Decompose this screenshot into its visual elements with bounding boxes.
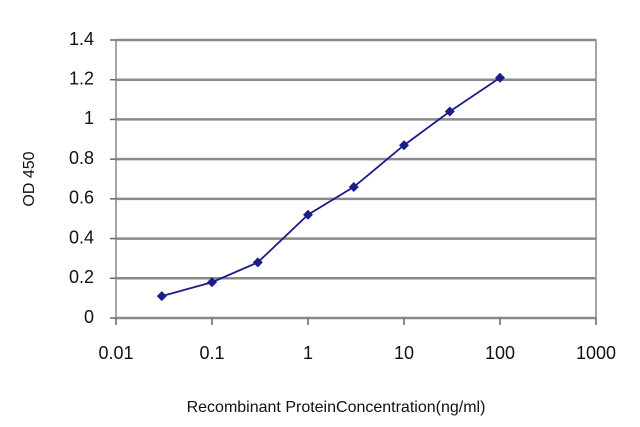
x-tick-label: 1000 (576, 343, 616, 363)
x-tick-label: 0.1 (199, 343, 224, 363)
y-tick-label: 0.8 (69, 148, 94, 168)
data-point (399, 140, 409, 151)
x-axis-title: Recombinant ProteinConcentration(ng/ml) (187, 399, 486, 416)
data-point (348, 181, 359, 192)
y-tick-label: 1 (84, 108, 94, 128)
data-point (156, 291, 167, 302)
data-point (495, 72, 505, 83)
data-point (303, 209, 313, 220)
x-tick-label: 1 (303, 343, 313, 363)
data-line (161, 76, 501, 298)
data-point (444, 106, 455, 117)
y-tick-label: 1.4 (69, 29, 94, 49)
y-tick-label: 0 (84, 307, 94, 327)
data-point (207, 277, 217, 288)
x-tick-label: 100 (485, 343, 515, 363)
y-axis-title: OD 450 (21, 151, 38, 206)
y-tick-label: 0.4 (69, 227, 94, 247)
x-tick-label: 10 (394, 343, 414, 363)
y-tick-label: 0.2 (69, 267, 94, 287)
y-tick-label: 0.6 (69, 188, 94, 208)
x-tick-label: 0.01 (98, 343, 133, 363)
y-tick-label: 1.2 (69, 68, 94, 88)
plot-area (115, 39, 597, 319)
data-point (252, 257, 263, 268)
